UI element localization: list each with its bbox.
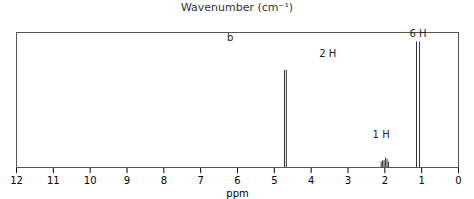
svg-text:12: 12 [10, 175, 23, 186]
svg-text:0: 0 [455, 175, 461, 186]
svg-text:11: 11 [47, 175, 60, 186]
svg-text:5: 5 [271, 175, 277, 186]
svg-text:10: 10 [84, 175, 97, 186]
svg-text:1: 1 [418, 175, 424, 186]
svg-text:b: b [227, 32, 233, 43]
svg-text:ppm: ppm [226, 188, 248, 199]
svg-text:6: 6 [234, 175, 240, 186]
svg-text:7: 7 [197, 175, 203, 186]
svg-text:6 H: 6 H [409, 28, 426, 39]
svg-text:8: 8 [161, 175, 167, 186]
svg-text:9: 9 [124, 175, 130, 186]
svg-text:2: 2 [382, 175, 388, 186]
svg-text:2 H: 2 H [319, 48, 336, 59]
svg-text:3: 3 [345, 175, 351, 186]
svg-text:1 H: 1 H [373, 129, 390, 140]
svg-text:4: 4 [308, 175, 314, 186]
html-text:Wavenumber (cm⁻¹): Wavenumber (cm⁻¹) [180, 1, 294, 14]
